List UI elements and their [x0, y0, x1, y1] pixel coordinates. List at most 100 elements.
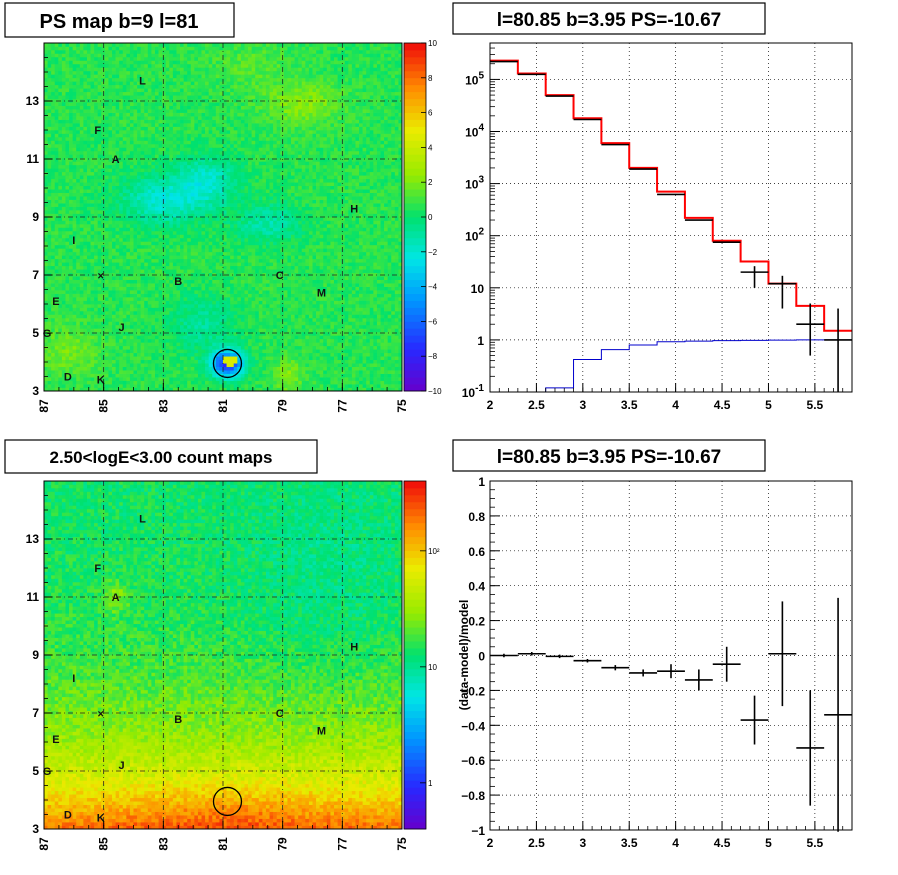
heatmap-cell	[98, 314, 102, 318]
heatmap-cell	[44, 165, 48, 169]
heatmap-cell	[209, 196, 213, 200]
heatmap-cell	[116, 234, 120, 238]
heatmap-cell	[55, 325, 59, 329]
heatmap-cell	[184, 384, 188, 388]
heatmap-cell	[134, 113, 138, 117]
heatmap-cell	[209, 370, 213, 374]
heatmap-cell	[151, 346, 155, 350]
heatmap-cell	[191, 67, 195, 71]
heatmap-cell	[216, 381, 220, 385]
heatmap-cell	[101, 283, 105, 287]
heatmap-cell	[137, 294, 141, 298]
heatmap-cell	[209, 207, 213, 211]
heatmap-cell	[155, 353, 159, 357]
heatmap-cell	[55, 130, 59, 134]
heatmap-cell	[169, 175, 173, 179]
heatmap-cell	[155, 123, 159, 127]
heatmap-cell	[151, 255, 155, 259]
heatmap-cell	[123, 182, 127, 186]
heatmap-cell	[83, 342, 87, 346]
heatmap-cell	[65, 85, 69, 89]
heatmap-cell	[101, 81, 105, 85]
heatmap-cell	[105, 381, 109, 385]
heatmap-cell	[144, 374, 148, 378]
heatmap-cell	[209, 175, 213, 179]
heatmap-cell	[155, 137, 159, 141]
heatmap-cell	[134, 297, 138, 301]
heatmap-cell	[137, 297, 141, 301]
heatmap-cell	[130, 294, 134, 298]
heatmap-cell	[51, 342, 55, 346]
heatmap-cell	[123, 85, 127, 89]
heatmap-cell	[205, 88, 209, 92]
heatmap-cell	[126, 381, 130, 385]
heatmap-cell	[151, 46, 155, 50]
heatmap-cell	[187, 78, 191, 82]
heatmap-cell	[166, 144, 170, 148]
heatmap-cell	[91, 318, 95, 322]
heatmap-cell	[162, 53, 166, 57]
heatmap-cell	[184, 161, 188, 165]
heatmap-cell	[148, 168, 152, 172]
heatmap-cell	[151, 127, 155, 131]
heatmap-cell	[116, 109, 120, 113]
heatmap-cell	[216, 301, 220, 305]
heatmap-cell	[80, 328, 84, 332]
heatmap-cell	[144, 60, 148, 64]
heatmap-cell	[137, 252, 141, 256]
heatmap-cell	[126, 203, 130, 207]
heatmap-cell	[76, 259, 80, 263]
heatmap-cell	[69, 88, 73, 92]
heatmap-cell	[159, 158, 163, 162]
heatmap-cell	[134, 374, 138, 378]
heatmap-cell	[194, 353, 198, 357]
heatmap-cell	[202, 67, 206, 71]
heatmap-cell	[58, 217, 62, 221]
heatmap-cell	[198, 210, 202, 214]
heatmap-cell	[76, 88, 80, 92]
heatmap-cell	[65, 46, 69, 50]
heatmap-cell	[166, 252, 170, 256]
heatmap-cell	[194, 88, 198, 92]
heatmap-cell	[159, 238, 163, 242]
heatmap-cell	[144, 203, 148, 207]
heatmap-cell	[55, 349, 59, 353]
heatmap-cell	[155, 283, 159, 287]
heatmap-cell	[83, 102, 87, 106]
heatmap-cell	[101, 332, 105, 336]
heatmap-cell	[65, 196, 69, 200]
heatmap-cell	[101, 353, 105, 357]
heatmap-cell	[119, 182, 123, 186]
heatmap-cell	[141, 95, 145, 99]
heatmap-cell	[80, 60, 84, 64]
heatmap-cell	[130, 71, 134, 75]
heatmap-cell	[162, 81, 166, 85]
heatmap-cell	[130, 259, 134, 263]
heatmap-cell	[155, 266, 159, 270]
heatmap-cell	[198, 165, 202, 169]
heatmap-cell	[105, 85, 109, 89]
heatmap-cell	[209, 363, 213, 367]
heatmap-cell	[55, 363, 59, 367]
heatmap-cell	[91, 287, 95, 291]
heatmap-cell	[98, 224, 102, 228]
heatmap-cell	[144, 193, 148, 197]
heatmap-cell	[162, 367, 166, 371]
heatmap-cell	[184, 127, 188, 131]
heatmap-cell	[144, 377, 148, 381]
heatmap-cell	[180, 224, 184, 228]
heatmap-cell	[194, 335, 198, 339]
heatmap-cell	[162, 339, 166, 343]
heatmap-cell	[159, 172, 163, 176]
heatmap-cell	[191, 318, 195, 322]
heatmap-cell	[144, 360, 148, 364]
heatmap-cell	[205, 248, 209, 252]
heatmap-cell	[144, 266, 148, 270]
heatmap-cell	[202, 43, 206, 47]
heatmap-cell	[105, 43, 109, 47]
heatmap-cell	[166, 57, 170, 61]
heatmap-cell	[155, 273, 159, 277]
heatmap-cell	[76, 252, 80, 256]
heatmap-cell	[198, 113, 202, 117]
heatmap-cell	[141, 370, 145, 374]
